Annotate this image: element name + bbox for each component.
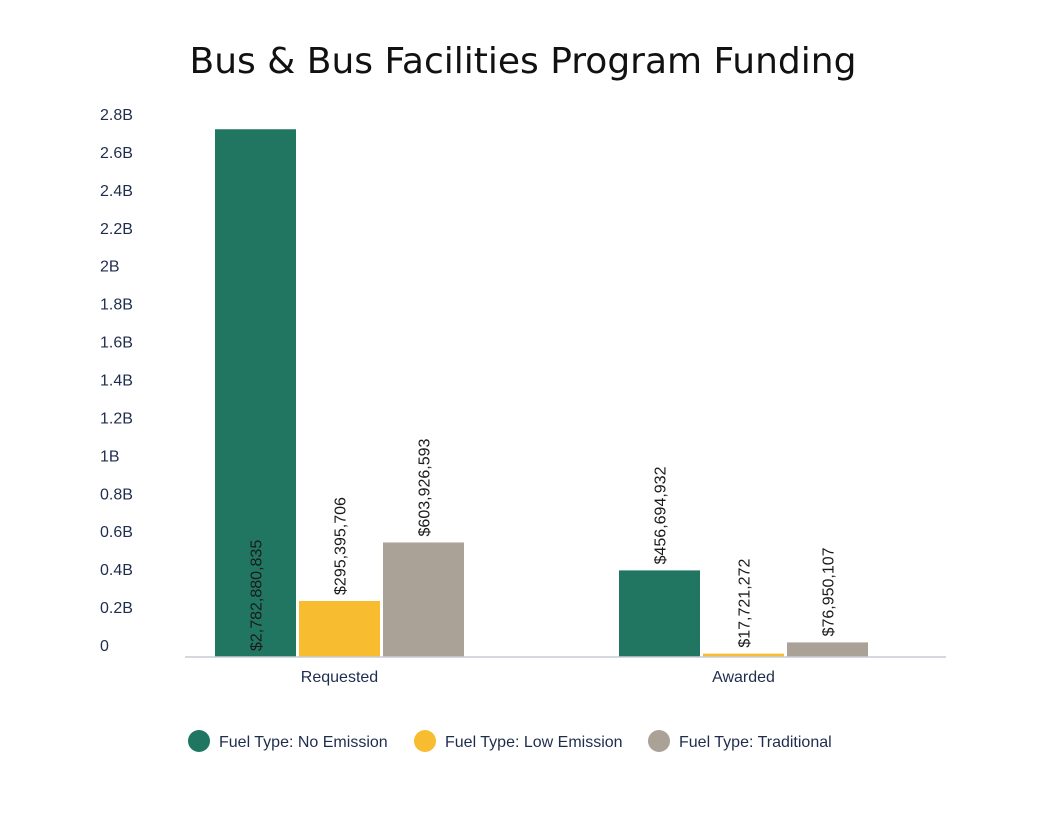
legend-label: Fuel Type: Low Emission [445,734,623,751]
bar [703,653,784,657]
x-tick-label: Requested [301,669,378,686]
y-tick-label: 1.6B [100,335,133,352]
bar-value-label: $2,782,880,835 [249,540,266,651]
bar [299,600,380,657]
value-labels-group: $2,782,880,835 $295,395,706 $603,926,593 $4… [249,438,838,651]
y-tick-label: 1.8B [100,297,133,314]
bar-value-label: $76,950,107 [821,547,838,636]
legend-label: Fuel Type: Traditional [679,734,832,751]
y-tick-label: 1.4B [100,373,133,390]
bar-value-label: $295,395,706 [333,497,350,595]
bar [215,129,296,657]
y-tick-label: 1.2B [100,410,133,427]
legend-item: Fuel Type: Traditional [648,730,832,752]
y-tick-label: 0.6B [100,524,133,541]
legend-item: Fuel Type: No Emission [188,730,388,752]
x-tick-label: Awarded [712,669,775,686]
legend-swatch [648,730,670,752]
y-tick-label: 2.4B [100,183,133,200]
y-tick-label: 2.8B [100,107,133,124]
chart-title: Bus & Bus Facilities Program Funding [190,41,857,82]
x-axis-ticks: Requested Awarded [301,669,775,686]
y-tick-label: 0 [100,638,109,655]
y-tick-label: 2.6B [100,145,133,162]
bar [787,642,868,657]
y-tick-label: 0.8B [100,486,133,503]
y-tick-label: 0.4B [100,562,133,579]
y-axis-ticks: 0 0.2B 0.4B 0.6B 0.8B 1B 1.2B 1.4B 1.6B 1.8B 2B 2.2… [100,107,133,655]
bar [619,570,700,657]
bar-value-label: $17,721,272 [737,559,754,648]
legend-swatch [414,730,436,752]
bar [383,542,464,657]
y-tick-label: 1B [100,448,120,465]
legend-label: Fuel Type: No Emission [219,734,388,751]
y-tick-label: 2.2B [100,221,133,238]
legend-swatch [188,730,210,752]
legend-item: Fuel Type: Low Emission [414,730,623,752]
legend: Fuel Type: No Emission Fuel Type: Low Emi… [188,730,832,752]
bar-value-label: $456,694,932 [653,466,670,564]
bar-value-label: $603,926,593 [417,438,434,536]
bars-group [215,129,868,657]
y-tick-label: 0.2B [100,600,133,617]
y-tick-label: 2B [100,259,120,276]
